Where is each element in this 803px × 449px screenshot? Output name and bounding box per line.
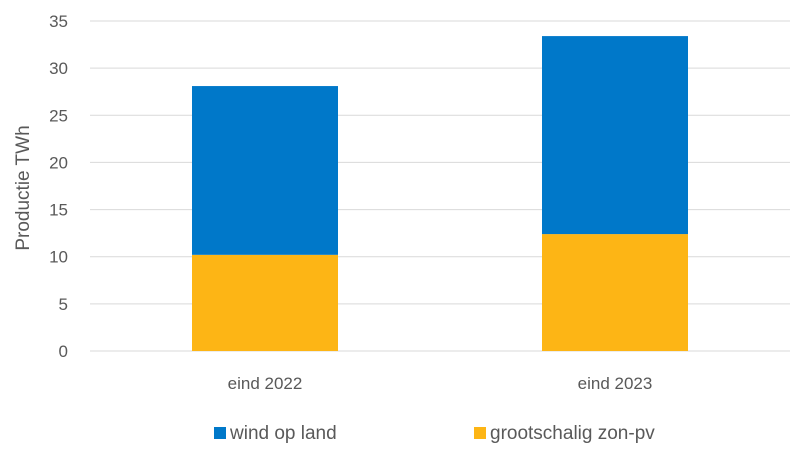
- y-tick-label: 20: [49, 153, 68, 172]
- bar-wind-op-land-eind-2022: [192, 86, 338, 255]
- bars: [192, 36, 688, 351]
- legend-label: grootschalig zon-pv: [490, 423, 655, 444]
- x-tick-label: eind 2022: [228, 374, 303, 393]
- y-axis-title: Productie TWh: [13, 125, 34, 250]
- x-axis-ticks: eind 2022 eind 2023: [228, 374, 653, 393]
- y-tick-label: 10: [49, 248, 68, 267]
- y-tick-label: 30: [49, 59, 68, 78]
- bar-wind-op-land-eind-2023: [542, 36, 688, 235]
- x-tick-label: eind 2023: [578, 374, 653, 393]
- y-tick-label: 5: [59, 295, 68, 314]
- y-tick-label: 15: [49, 201, 68, 220]
- y-tick-label: 0: [59, 342, 68, 361]
- y-tick-label: 25: [49, 106, 68, 125]
- bar-grootschalig-zon-pv-eind-2023: [542, 234, 688, 351]
- legend-swatch: [214, 427, 226, 439]
- bar-grootschalig-zon-pv-eind-2022: [192, 254, 338, 351]
- y-axis-ticks: 0 5 10 15 20 25 30 35: [49, 12, 68, 361]
- legend-swatch: [474, 427, 486, 439]
- y-tick-label: 35: [49, 12, 68, 31]
- legend: wind op land grootschalig zon-pv: [214, 423, 655, 444]
- legend-label: wind op land: [229, 423, 337, 444]
